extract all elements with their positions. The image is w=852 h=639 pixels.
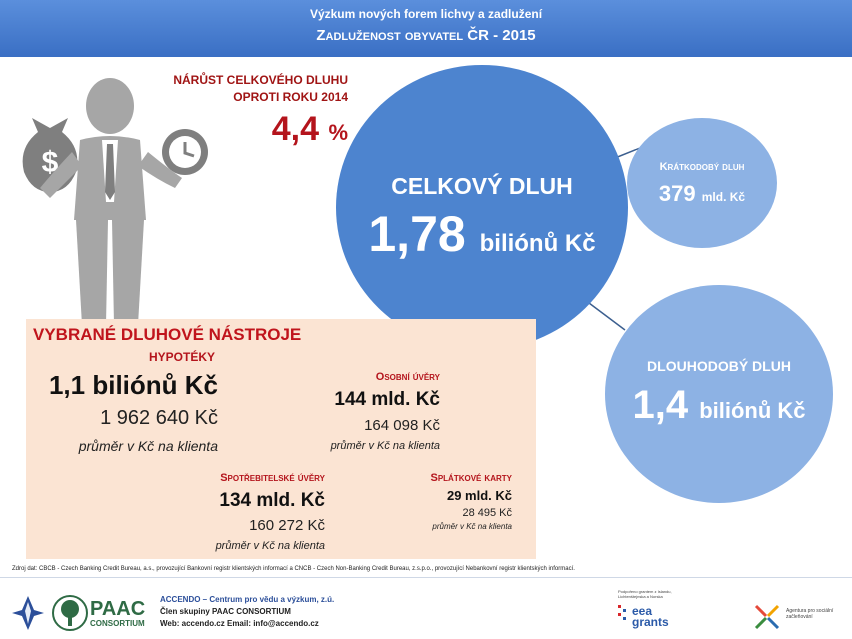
growth-unit: % xyxy=(328,120,348,145)
agency-text: Agentura pro sociální začleňování xyxy=(786,608,834,620)
short-term-label: Krátkodobý dluh xyxy=(659,161,745,173)
svg-text:$: $ xyxy=(42,146,59,179)
consumer-loans-note: průměr v Kč na klienta xyxy=(215,540,325,552)
long-term-value: 1,4 biliónů Kč xyxy=(605,383,833,428)
eea-logo-icon xyxy=(618,605,626,620)
growth-title: NÁRŮST CELKOVÉHO DLUHU OPROTI ROKU 2014 xyxy=(140,72,348,106)
paac-logo-sub: CONSORTIUM xyxy=(90,619,145,628)
eea-note: Podpořeno grantem z Islandu, Lichtenštej… xyxy=(618,589,672,599)
header-bar xyxy=(0,0,852,57)
personal-loans-note: průměr v Kč na klienta xyxy=(330,440,440,452)
footer xyxy=(0,578,852,639)
accendo-contact: Web: accendo.cz Email: info@accendo.cz xyxy=(160,619,319,628)
credit-cards-total: 29 mld. Kč xyxy=(446,488,512,503)
personal-loans-total: 144 mld. Kč xyxy=(334,389,440,410)
instruments-panel xyxy=(26,319,536,559)
short-term-circle xyxy=(627,118,777,248)
short-term-number: 379 xyxy=(658,181,696,206)
accendo-name: ACCENDO – Centrum pro vědu a výzkum, z.ú… xyxy=(160,595,335,604)
total-debt-value: 1,78 biliónů Kč xyxy=(336,205,628,263)
credit-cards-note: průměr v Kč na klienta xyxy=(432,522,512,531)
mortgages-note: průměr v Kč na klienta xyxy=(78,438,218,454)
source-note: Zdroj dat: CBCB - Czech Banking Credit B… xyxy=(12,566,575,572)
mortgages-label: HYPOTÉKY xyxy=(148,350,215,364)
consumer-loans-label: Spotřebitelské úvěry xyxy=(220,472,325,484)
credit-cards-per-client: 28 495 Kč xyxy=(462,507,512,519)
instruments-title: VYBRANÉ DLUHOVÉ NÁSTROJE xyxy=(33,325,302,344)
growth-title-line1: NÁRŮST CELKOVÉHO DLUHU xyxy=(173,73,348,87)
mortgages-per-client: 1 962 640 Kč xyxy=(100,407,218,429)
total-debt-label: CELKOVÝ DLUH xyxy=(391,173,573,199)
long-term-label: DLOUHODOBÝ DLUH xyxy=(647,358,791,374)
agency-logo-icon xyxy=(754,604,780,630)
credit-cards-label: Splátkové karty xyxy=(430,472,512,484)
paac-tree-icon xyxy=(52,595,88,631)
person-illustration: $ xyxy=(22,78,208,325)
header-subtitle: Výzkum nových forem lichvy a zadlužení xyxy=(309,7,543,21)
consumer-loans-per-client: 160 272 Kč xyxy=(249,517,325,534)
accendo-logo-icon xyxy=(12,596,44,630)
header-title: Zadluženost obyvatel ČR - 2015 xyxy=(316,27,536,44)
short-term-value: 379 mld. Kč xyxy=(627,181,777,207)
long-term-circle xyxy=(605,285,833,503)
personal-loans-per-client: 164 098 Kč xyxy=(364,417,440,434)
long-term-number: 1,4 xyxy=(632,383,689,427)
short-term-unit: mld. Kč xyxy=(701,190,746,204)
accendo-member: Člen skupiny PAAC CONSORTIUM xyxy=(160,607,291,616)
growth-number: 4,4 xyxy=(271,110,319,148)
long-term-unit: biliónů Kč xyxy=(699,398,806,423)
total-debt-number: 1,78 xyxy=(368,206,466,262)
eea-logo-text: eea grants xyxy=(632,604,669,629)
paac-logo-text: PAAC xyxy=(90,598,146,620)
clock-icon xyxy=(162,129,208,175)
growth-title-line2: OPROTI ROKU 2014 xyxy=(233,90,348,104)
consumer-loans-total: 134 mld. Kč xyxy=(219,490,325,511)
total-debt-unit: biliónů Kč xyxy=(479,230,596,257)
total-debt-circle xyxy=(336,65,628,350)
mortgages-total: 1,1 biliónů Kč xyxy=(48,370,218,400)
personal-loans-label: Osobní úvěry xyxy=(375,371,440,383)
growth-value: 4,4 % xyxy=(240,110,348,149)
